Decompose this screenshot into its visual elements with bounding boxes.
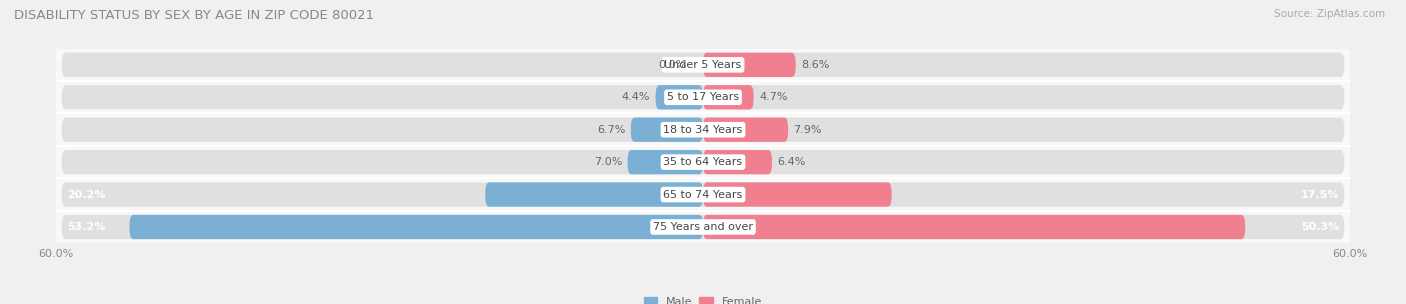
Text: 6.4%: 6.4% xyxy=(778,157,806,167)
Text: 53.2%: 53.2% xyxy=(67,222,105,232)
Text: 4.7%: 4.7% xyxy=(759,92,787,102)
FancyBboxPatch shape xyxy=(627,150,703,174)
FancyBboxPatch shape xyxy=(62,85,1344,109)
FancyBboxPatch shape xyxy=(62,150,1344,174)
FancyBboxPatch shape xyxy=(703,182,891,207)
FancyBboxPatch shape xyxy=(62,182,1344,207)
Text: 18 to 34 Years: 18 to 34 Years xyxy=(664,125,742,135)
FancyBboxPatch shape xyxy=(703,150,772,174)
Text: 75 Years and over: 75 Years and over xyxy=(652,222,754,232)
Text: 17.5%: 17.5% xyxy=(1301,190,1339,199)
FancyBboxPatch shape xyxy=(631,118,703,142)
FancyBboxPatch shape xyxy=(485,182,703,207)
Text: 35 to 64 Years: 35 to 64 Years xyxy=(664,157,742,167)
FancyBboxPatch shape xyxy=(56,211,1350,243)
FancyBboxPatch shape xyxy=(62,53,1344,77)
FancyBboxPatch shape xyxy=(56,81,1350,113)
Text: 4.4%: 4.4% xyxy=(621,92,650,102)
Text: Source: ZipAtlas.com: Source: ZipAtlas.com xyxy=(1274,9,1385,19)
Text: 50.3%: 50.3% xyxy=(1301,222,1339,232)
FancyBboxPatch shape xyxy=(56,49,1350,81)
Text: 6.7%: 6.7% xyxy=(598,125,626,135)
Text: 20.2%: 20.2% xyxy=(67,190,105,199)
Text: 8.6%: 8.6% xyxy=(801,60,830,70)
FancyBboxPatch shape xyxy=(703,118,789,142)
Text: 65 to 74 Years: 65 to 74 Years xyxy=(664,190,742,199)
Text: DISABILITY STATUS BY SEX BY AGE IN ZIP CODE 80021: DISABILITY STATUS BY SEX BY AGE IN ZIP C… xyxy=(14,9,374,22)
Text: 7.0%: 7.0% xyxy=(593,157,621,167)
FancyBboxPatch shape xyxy=(703,53,796,77)
Text: Under 5 Years: Under 5 Years xyxy=(665,60,741,70)
FancyBboxPatch shape xyxy=(56,113,1350,146)
FancyBboxPatch shape xyxy=(703,215,1246,239)
FancyBboxPatch shape xyxy=(703,85,754,109)
Text: 5 to 17 Years: 5 to 17 Years xyxy=(666,92,740,102)
FancyBboxPatch shape xyxy=(655,85,703,109)
FancyBboxPatch shape xyxy=(62,118,1344,142)
FancyBboxPatch shape xyxy=(56,146,1350,178)
Text: 7.9%: 7.9% xyxy=(793,125,823,135)
Legend: Male, Female: Male, Female xyxy=(640,292,766,304)
FancyBboxPatch shape xyxy=(56,178,1350,211)
FancyBboxPatch shape xyxy=(129,215,703,239)
Text: 0.0%: 0.0% xyxy=(658,60,688,70)
FancyBboxPatch shape xyxy=(62,215,1344,239)
